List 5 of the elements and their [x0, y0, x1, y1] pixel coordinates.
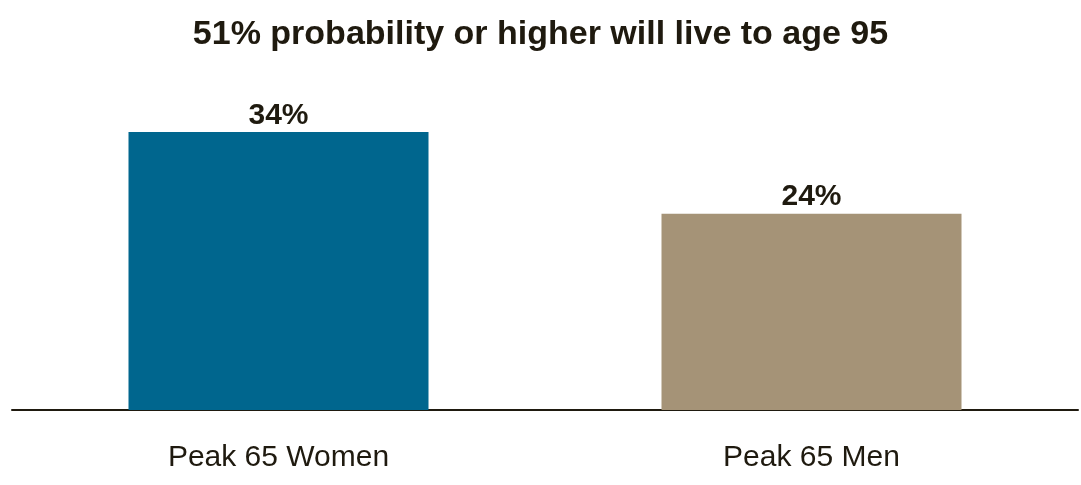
- data-label: 24%: [781, 178, 842, 212]
- x-tick-label: Peak 65 Men: [723, 438, 900, 472]
- data-label: 34%: [248, 96, 309, 130]
- chart-title: 51% probability or higher will live to age 95: [192, 13, 889, 51]
- x-tick-label: Peak 65 Women: [167, 438, 390, 472]
